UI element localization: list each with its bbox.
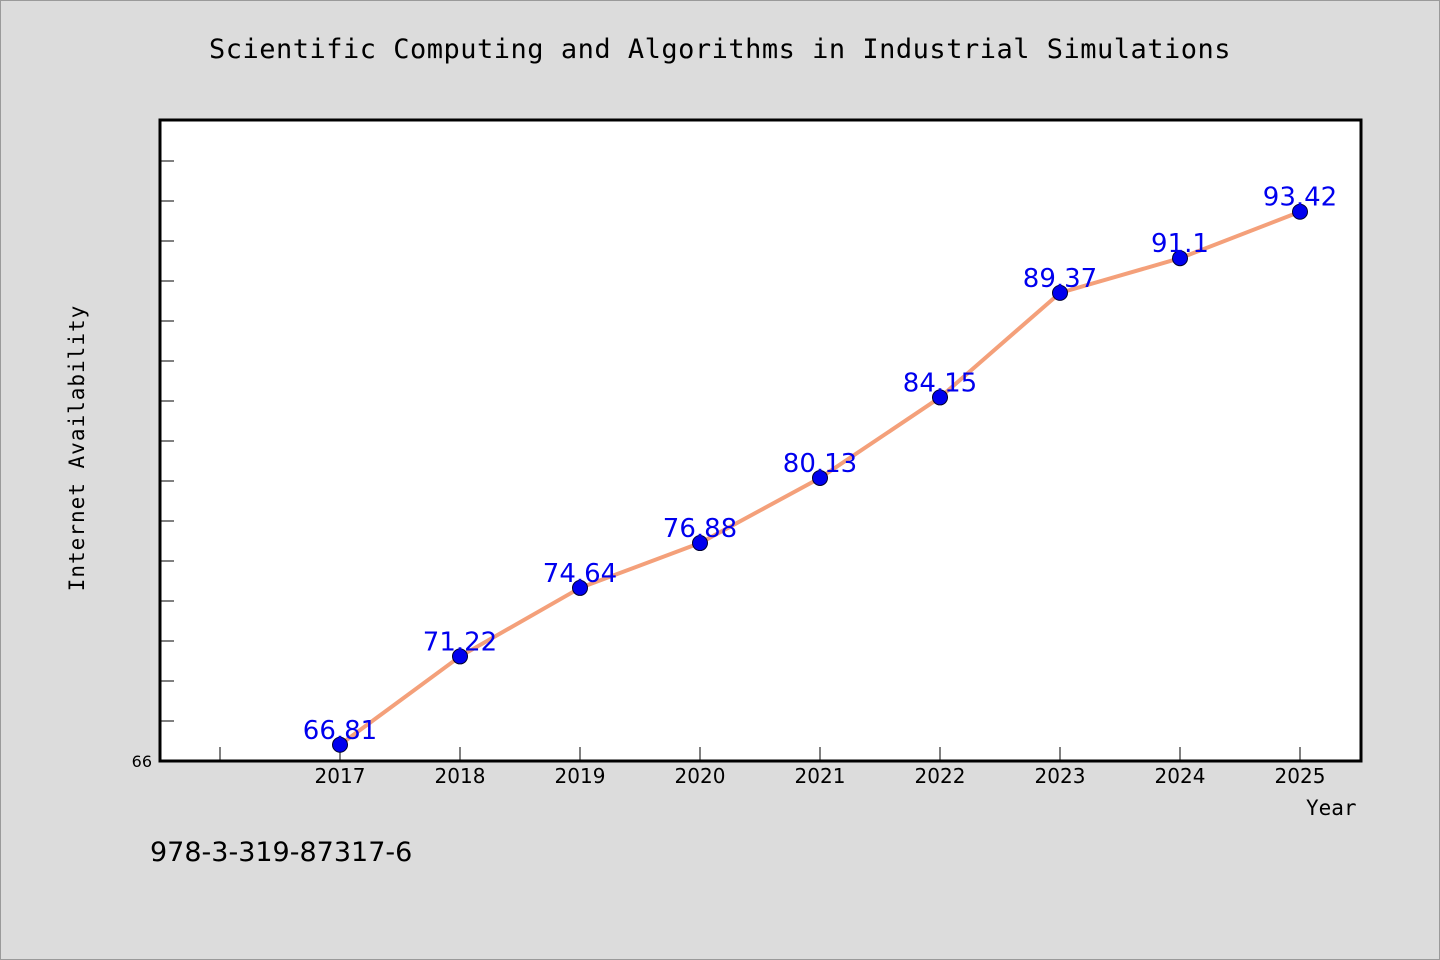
data-point <box>812 469 828 486</box>
x-tick-label: 2018 <box>435 764 486 788</box>
x-tick-label: 2021 <box>795 764 846 788</box>
data-point <box>932 389 948 406</box>
series-markers <box>332 203 1308 753</box>
data-point <box>1292 203 1308 220</box>
y-axis-ticks: 66 <box>132 120 174 771</box>
data-point <box>1052 284 1068 301</box>
plot-area <box>158 118 1363 763</box>
data-point <box>332 736 348 753</box>
data-label: 74.64 <box>543 559 617 589</box>
data-label: 66.81 <box>303 716 377 746</box>
chart-title: Scientific Computing and Algorithms in I… <box>208 34 1232 65</box>
data-point <box>572 579 588 596</box>
data-point <box>1172 250 1188 267</box>
data-label: 80.13 <box>783 449 857 479</box>
isbn-text: 978-3-319-87317-6 <box>150 837 413 868</box>
y-tick-label: 66 <box>132 752 152 771</box>
x-tick-label: 2019 <box>555 764 606 788</box>
data-point <box>692 535 708 552</box>
data-label: 71.22 <box>423 627 497 657</box>
data-label: 84.15 <box>903 368 977 398</box>
x-tick-label: 2023 <box>1035 764 1086 788</box>
x-tick-label: 2024 <box>1155 764 1206 788</box>
x-axis-label: Year <box>1306 796 1357 820</box>
data-label: 93.42 <box>1263 183 1337 213</box>
data-point <box>452 648 468 665</box>
x-tick-label: 2020 <box>675 764 726 788</box>
x-axis-ticks: 2017 2018 2019 2020 2021 2022 2023 2024 2025 <box>219 747 1326 788</box>
x-tick-label: 2017 <box>315 764 366 788</box>
x-tick-label: 2025 <box>1275 764 1326 788</box>
data-labels: 66.81 71.22 74.64 76.88 80.13 84.15 89.37 91.1 9… <box>303 183 1337 746</box>
data-label: 91.1 <box>1151 229 1209 259</box>
data-label: 76.88 <box>663 514 737 544</box>
data-label: 89.37 <box>1023 264 1097 294</box>
x-tick-label: 2022 <box>915 764 966 788</box>
